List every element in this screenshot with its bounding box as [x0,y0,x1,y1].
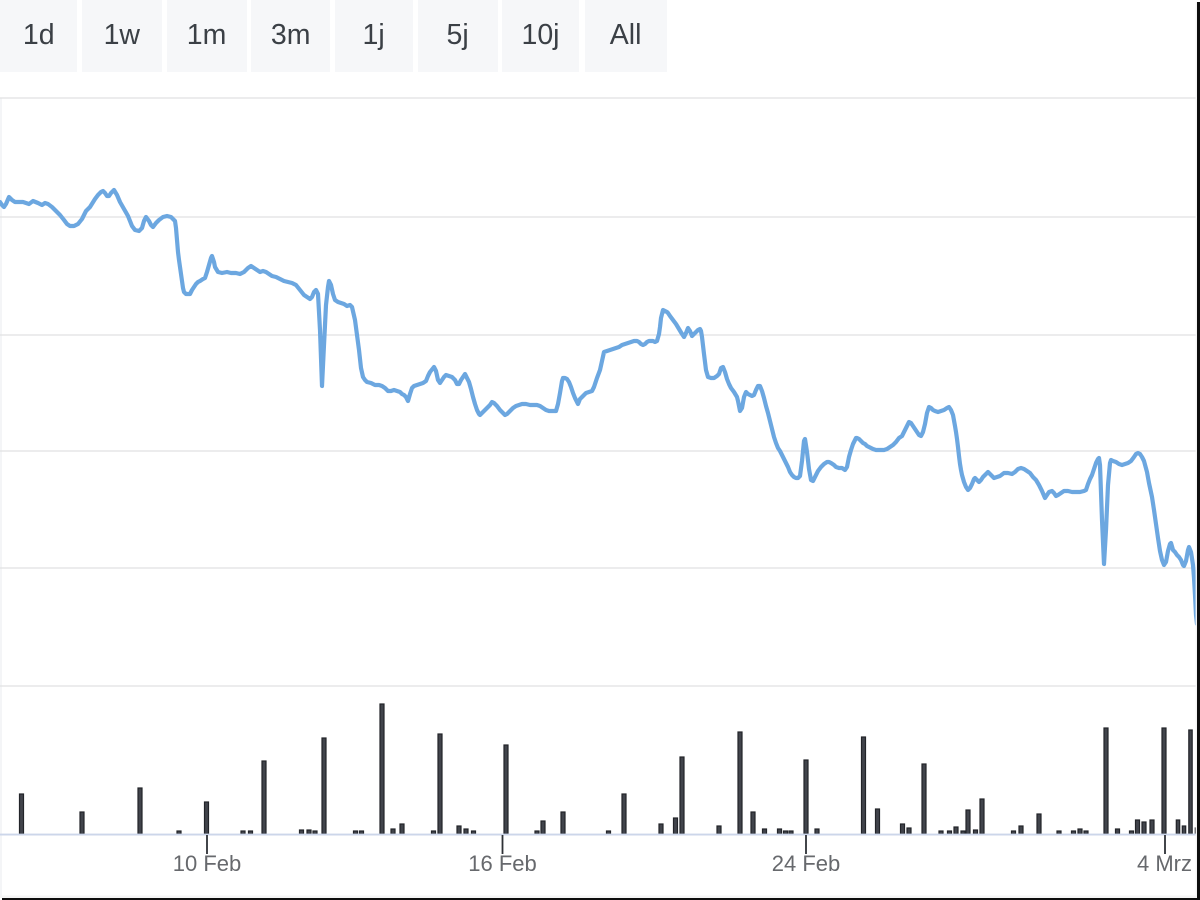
svg-text:10 Feb: 10 Feb [173,851,242,876]
svg-text:16 Feb: 16 Feb [468,851,537,876]
svg-text:4 Mrz: 4 Mrz [1137,851,1192,876]
svg-text:24 Feb: 24 Feb [772,851,841,876]
